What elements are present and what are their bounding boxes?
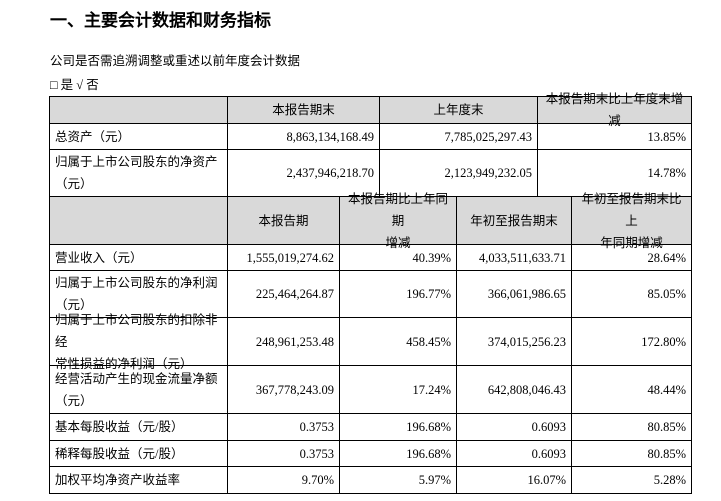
value-cell: 40.39% <box>339 244 457 271</box>
value-cell: 374,015,256.23 <box>456 317 572 366</box>
header-cell: 年初至报告期末比上 年同期增减 <box>571 192 692 250</box>
value-cell: 642,808,046.43 <box>456 365 572 414</box>
value-cell: 4,033,511,633.71 <box>456 244 572 271</box>
row-label: 基本每股收益（元/股） <box>49 413 228 441</box>
row-label: 营业收入（元） <box>49 244 228 271</box>
value-cell: 172.80% <box>571 317 692 366</box>
value-cell: 9.70% <box>227 466 340 494</box>
value-cell: 0.3753 <box>227 413 340 441</box>
value-cell: 458.45% <box>339 317 457 366</box>
value-cell: 196.77% <box>339 270 457 318</box>
row-label: 归属于上市公司股东的扣除非经 常性损益的净利润（元） <box>49 313 228 371</box>
value-cell: 16.07% <box>456 466 572 494</box>
row-label: 稀释每股收益（元/股） <box>49 440 228 467</box>
header-cell: 本报告期末比上年度末增减 <box>537 92 692 128</box>
value-cell: 8,863,134,168.49 <box>227 123 380 150</box>
row-label: 总资产（元） <box>49 123 228 150</box>
value-cell: 1,555,019,274.62 <box>227 244 340 271</box>
value-cell: 7,785,025,297.43 <box>379 123 538 150</box>
row-label: 加权平均净资产收益率 <box>49 466 228 494</box>
value-cell: 5.28% <box>571 466 692 494</box>
value-cell: 0.6093 <box>456 413 572 441</box>
value-cell: 0.6093 <box>456 440 572 467</box>
value-cell: 225,464,264.87 <box>227 270 340 318</box>
subtitle: 公司是否需追溯调整或重述以前年度会计数据 <box>50 54 301 68</box>
value-cell: 196.68% <box>339 440 457 467</box>
value-cell: 80.85% <box>571 413 692 441</box>
header-cell: 本报告期比上年同期 增减 <box>339 192 457 250</box>
value-cell: 13.85% <box>537 123 692 150</box>
value-cell: 248,961,253.48 <box>227 317 340 366</box>
value-cell: 48.44% <box>571 365 692 414</box>
value-cell: 0.3753 <box>227 440 340 467</box>
value-cell: 28.64% <box>571 244 692 271</box>
header-cell <box>49 96 228 124</box>
header-cell: 上年度末 <box>379 96 538 124</box>
value-cell: 80.85% <box>571 440 692 467</box>
row-label: 经营活动产生的现金流量净额 （元） <box>49 365 228 414</box>
option: □ 是 √ 否 <box>50 78 99 92</box>
section-title: 一、主要会计数据和财务指标 <box>50 11 271 31</box>
value-cell: 85.05% <box>571 270 692 318</box>
value-cell: 366,061,986.65 <box>456 270 572 318</box>
header-cell <box>49 196 228 245</box>
value-cell: 367,778,243.09 <box>227 365 340 414</box>
header-cell: 本报告期末 <box>227 96 380 124</box>
value-cell: 5.97% <box>339 466 457 494</box>
value-cell: 17.24% <box>339 365 457 414</box>
row-label: 归属于上市公司股东的净资产 （元） <box>49 149 228 197</box>
header-cell: 年初至报告期末 <box>456 196 572 245</box>
header-cell: 本报告期 <box>227 196 340 245</box>
value-cell: 196.68% <box>339 413 457 441</box>
